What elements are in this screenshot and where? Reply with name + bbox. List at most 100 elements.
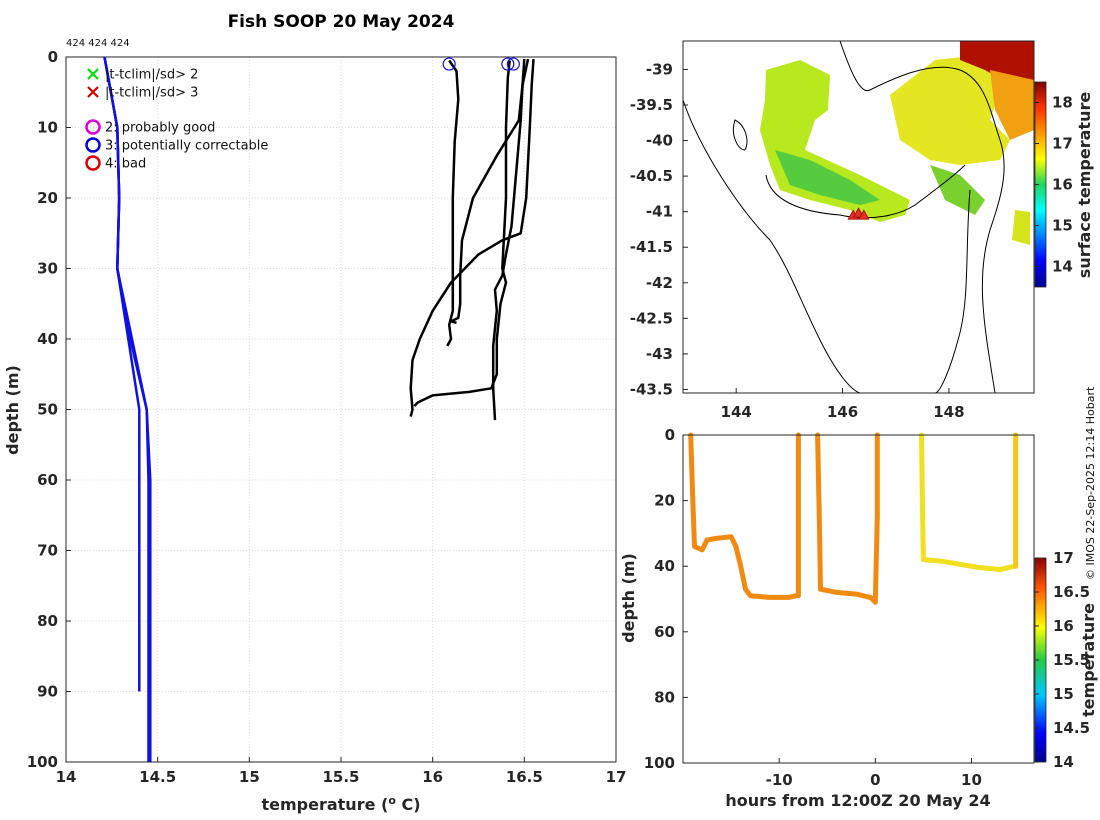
map-colorbar-tick-label: 15 xyxy=(1052,217,1073,235)
ts-series xyxy=(688,432,1019,605)
climatology-line-clim-c xyxy=(103,56,152,762)
profile-y-ticks: 0 10 20 30 40 50 60 70 80 90 100 xyxy=(27,48,71,771)
map-x-tick-label: 144 xyxy=(721,403,752,421)
flag-marker-circle xyxy=(442,57,456,71)
cast-ids-label: 424 424 424 xyxy=(66,38,130,49)
coastline-victoria-shelf xyxy=(839,41,1005,393)
profile-y-tick-label: 90 xyxy=(37,683,58,701)
ts-y-tick-label: 20 xyxy=(654,492,675,510)
profile-x-tick-label: 16 xyxy=(422,768,443,786)
legend-label: |t-tclim|/sd> 3 xyxy=(105,86,198,101)
map-y-tick-label: -42 xyxy=(646,274,673,292)
map-colorbar-tick-label: 17 xyxy=(1052,135,1073,153)
ts-segment xyxy=(919,432,1018,572)
legend-label: 4: bad xyxy=(105,157,146,172)
profile-y-tick-label: 10 xyxy=(37,119,58,137)
legend-circle-marker xyxy=(85,137,101,153)
ts-colorbar-tick-label: 17 xyxy=(1053,549,1074,567)
ts-x-tick-label: -10 xyxy=(766,771,793,789)
temperature-profile-5 xyxy=(413,60,511,407)
ts-colorbar-ticks: 14 14.5 15 15.5 16 16.5 17 xyxy=(1035,549,1090,771)
sst-patch-flinders xyxy=(930,165,985,215)
sst-patch-southeast xyxy=(1012,210,1030,245)
flag-marker-circle xyxy=(501,57,515,71)
map-ticks: 144 146 148 -39 -39.5 -40 -40.5 -41 -41.5 -42 -42.… xyxy=(630,60,965,421)
ship-track-marker xyxy=(858,209,870,220)
ship-track xyxy=(847,207,870,220)
legend-label: 3: potentially correctable xyxy=(105,139,268,154)
map-x-tick-label: 148 xyxy=(933,403,964,421)
map-y-tick-label: -41.5 xyxy=(630,238,673,256)
coastline-tasmania xyxy=(765,164,971,393)
legend-x-marker xyxy=(87,68,99,80)
map-y-tick-label: -40.5 xyxy=(630,167,673,185)
legend-label: 2: probably good xyxy=(105,121,215,136)
profile-y-tick-label: 0 xyxy=(48,48,58,66)
legend-label: |t-tclim|/sd> 2 xyxy=(105,68,198,83)
ts-colorbar-tick-label: 14 xyxy=(1053,753,1074,771)
ts-y-axis-label: depth (m) xyxy=(619,553,638,643)
map-y-tick-label: -39.5 xyxy=(630,96,673,114)
ts-colorbar-tick-label: 15 xyxy=(1053,685,1074,703)
profile-x-tick-label: 17 xyxy=(606,768,627,786)
map-x-tick-label: 146 xyxy=(827,403,858,421)
ts-y-tick-label: 0 xyxy=(665,426,675,444)
ts-x-tick-label: 0 xyxy=(870,771,880,789)
profile-x-tick-label: 14.5 xyxy=(139,768,176,786)
profile-y-tick-label: 40 xyxy=(37,330,58,348)
temperature-profile-3 xyxy=(491,58,530,421)
figure-title: Fish SOOP 20 May 2024 xyxy=(228,12,455,32)
profile-x-axis-label: temperature (o C) xyxy=(261,794,420,814)
map-colorbar-tick-label: 16 xyxy=(1052,176,1073,194)
profile-y-axis-label: depth (m) xyxy=(3,365,22,455)
legend-x-marker xyxy=(87,86,99,98)
map-y-tick-label: -40 xyxy=(646,132,673,150)
profile-y-tick-label: 20 xyxy=(37,189,58,207)
ts-x-tick-label: 10 xyxy=(961,771,982,789)
profile-y-tick-label: 50 xyxy=(37,401,58,419)
map-colorbar-label: surface temperature xyxy=(1075,92,1094,279)
ts-y-tick-label: 80 xyxy=(654,688,675,706)
ts-background xyxy=(683,435,1034,763)
map-colorbar-tick-label: 18 xyxy=(1052,94,1073,112)
profile-y-tick-label: 30 xyxy=(37,260,58,278)
ts-colorbar-tick-label: 15.5 xyxy=(1053,651,1090,669)
ts-x-axis-label: hours from 12:00Z 20 May 24 xyxy=(725,791,990,810)
profile-x-tick-label: 14 xyxy=(56,768,77,786)
king-island xyxy=(732,119,748,151)
profile-x-ticks: 14 14.5 15 15.5 16 16.5 17 xyxy=(56,757,627,786)
legend-circle-marker xyxy=(85,155,101,171)
map-colorbar-ticks: 14 15 16 17 18 xyxy=(1035,94,1073,276)
map-y-tick-label: -42.5 xyxy=(630,309,673,327)
ts-colorbar-tick-label: 16 xyxy=(1053,617,1074,635)
profile-x-tick-label: 15.5 xyxy=(322,768,359,786)
profile-x-tick-label: 15 xyxy=(239,768,260,786)
ts-colorbar-tick-label: 14.5 xyxy=(1053,719,1090,737)
ts-axes-box xyxy=(682,434,1035,764)
sst-patch-east xyxy=(890,55,1010,165)
profile-y-tick-label: 80 xyxy=(37,612,58,630)
ts-colorbar-tick-label: 16.5 xyxy=(1053,583,1090,601)
map-y-tick-label: -43.5 xyxy=(630,380,673,398)
map-y-tick-label: -39 xyxy=(646,60,673,78)
ts-colorbar-label: temperature xyxy=(1079,603,1098,717)
map-y-tick-label: -43 xyxy=(646,345,673,363)
flag-marker-circle xyxy=(506,57,520,71)
temperature-profile-4 xyxy=(409,59,535,417)
profile-x-tick-label: 16.5 xyxy=(506,768,543,786)
temperature-profile-1 xyxy=(446,59,460,347)
profile-y-tick-label: 60 xyxy=(37,471,58,489)
sst-patch-bass-strait-cool xyxy=(775,150,880,205)
ts-segment xyxy=(688,432,799,600)
map-colorbar-tick-label: 14 xyxy=(1052,258,1073,276)
profile-series xyxy=(103,56,535,762)
profile-y-tick-label: 70 xyxy=(37,542,58,560)
ts-y-tick-label: 40 xyxy=(654,557,675,575)
profile-y-tick-label: 100 xyxy=(27,753,58,771)
ts-y-tick-label: 100 xyxy=(644,754,675,772)
credit-text: © IMOS 22-Sep-2025 12:14 Hobart xyxy=(1084,386,1097,580)
temperature-profile-2 xyxy=(449,59,526,325)
ts-y-tick-label: 60 xyxy=(654,623,675,641)
